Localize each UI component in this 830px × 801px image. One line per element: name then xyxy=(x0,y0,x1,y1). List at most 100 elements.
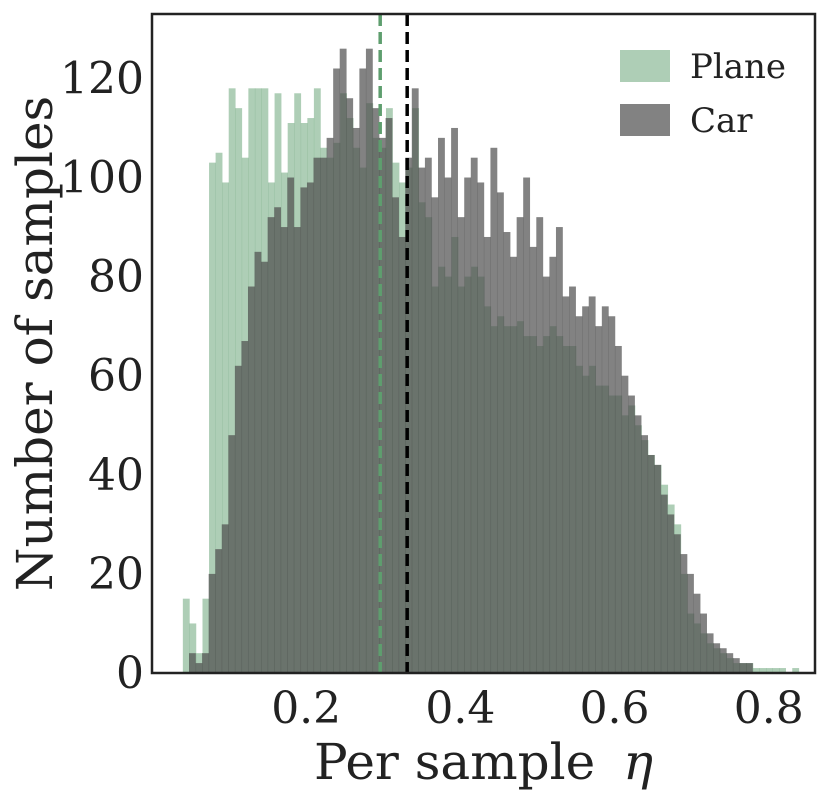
bar-car-20 xyxy=(320,157,327,673)
bar-car-56 xyxy=(555,227,563,673)
bar-car-7 xyxy=(234,365,242,673)
bar-plane-87 xyxy=(752,668,760,673)
bar-car-79 xyxy=(706,633,714,673)
y-tick-label: 100 xyxy=(60,153,144,204)
y-tick-label: 20 xyxy=(88,549,144,600)
bar-car-51 xyxy=(523,177,531,673)
bar-car-69 xyxy=(641,435,649,673)
bar-car-61 xyxy=(588,296,596,673)
bar-plane-2 xyxy=(195,653,203,673)
bar-car-82 xyxy=(726,653,734,673)
bar-car-54 xyxy=(542,276,550,673)
bar-car-35 xyxy=(418,167,426,673)
x-tick-label: 0.4 xyxy=(425,683,495,734)
legend-swatch-car xyxy=(620,104,670,136)
bar-car-17 xyxy=(300,187,308,674)
bar-car-60 xyxy=(582,306,590,673)
bar-car-12 xyxy=(267,217,275,673)
bar-car-30 xyxy=(385,118,393,674)
bar-car-15 xyxy=(287,177,295,673)
bar-car-8 xyxy=(241,341,249,673)
bar-car-45 xyxy=(483,236,491,673)
bar-car-16 xyxy=(293,227,301,673)
bar-car-48 xyxy=(503,232,511,673)
bar-car-26 xyxy=(359,68,367,673)
bar-car-64 xyxy=(608,316,616,673)
y-tick-label: 40 xyxy=(88,450,144,501)
bar-plane-88 xyxy=(759,668,767,673)
plot-frame xyxy=(150,12,817,675)
bar-car-62 xyxy=(595,326,603,673)
bar-car-49 xyxy=(510,256,517,673)
bar-car-3 xyxy=(208,573,216,673)
bar-car-38 xyxy=(438,137,445,673)
bar-car-75 xyxy=(680,554,688,673)
bar-car-43 xyxy=(470,157,478,673)
bar-car-85 xyxy=(746,663,753,673)
bar-car-5 xyxy=(221,524,229,673)
bar-car-40 xyxy=(451,127,458,673)
bar-plane-1 xyxy=(189,623,197,673)
x-axis-title-text: Per sample xyxy=(314,733,595,791)
bar-car-14 xyxy=(280,227,288,673)
bar-car-19 xyxy=(313,157,321,673)
x-tick-label: 0.8 xyxy=(734,683,804,734)
bar-car-55 xyxy=(549,256,557,673)
bar-car-1 xyxy=(195,663,203,673)
bar-car-31 xyxy=(392,197,399,673)
bar-plane-3 xyxy=(202,598,210,673)
bar-car-47 xyxy=(496,192,504,673)
bar-car-74 xyxy=(673,534,681,673)
y-axis-title: Number of samples xyxy=(6,96,64,591)
bar-car-57 xyxy=(562,296,570,673)
bar-car-42 xyxy=(464,177,472,673)
y-tick-label: 60 xyxy=(88,351,144,402)
bar-car-23 xyxy=(339,48,347,674)
x-axis-title-symbol: η xyxy=(623,733,653,791)
y-tick-label: 80 xyxy=(88,252,144,303)
bar-car-27 xyxy=(365,48,373,674)
series-car xyxy=(189,48,753,674)
bar-plane-93 xyxy=(792,668,800,673)
bar-car-58 xyxy=(569,286,576,673)
y-tick-label: 0 xyxy=(116,648,144,699)
bar-car-83 xyxy=(732,658,740,673)
bar-car-11 xyxy=(261,261,268,673)
bar-car-6 xyxy=(228,435,236,673)
bar-car-9 xyxy=(247,286,255,673)
bar-car-4 xyxy=(215,549,223,673)
bar-plane-0 xyxy=(182,598,190,673)
bar-car-37 xyxy=(431,197,439,673)
y-ticks: 0 20 40 60 80 100 120 xyxy=(60,53,144,699)
bar-plane-4 xyxy=(209,162,216,673)
bar-car-24 xyxy=(346,98,354,674)
bar-car-46 xyxy=(490,147,498,673)
x-tick-label: 0.6 xyxy=(580,683,650,734)
bar-car-71 xyxy=(654,464,662,673)
bar-car-59 xyxy=(575,316,583,673)
bar-plane-5 xyxy=(215,152,223,674)
bar-car-68 xyxy=(634,415,642,673)
bar-car-63 xyxy=(601,306,609,673)
bar-plane-6 xyxy=(222,182,229,673)
bar-car-52 xyxy=(529,246,537,673)
bar-car-2 xyxy=(202,653,209,673)
bar-car-25 xyxy=(352,127,360,673)
bar-car-39 xyxy=(444,177,452,673)
bar-car-76 xyxy=(687,573,694,673)
bar-car-10 xyxy=(254,251,262,673)
bar-car-29 xyxy=(379,137,386,673)
bar-car-41 xyxy=(457,217,465,673)
bar-car-80 xyxy=(713,643,721,673)
bar-car-65 xyxy=(614,345,622,673)
x-axis-title: Per sample η xyxy=(314,733,653,791)
bar-plane-90 xyxy=(772,668,780,673)
bar-car-84 xyxy=(739,663,747,673)
bar-car-53 xyxy=(536,217,544,673)
bar-car-32 xyxy=(398,236,406,673)
bar-car-18 xyxy=(306,182,314,673)
mean-lines-group xyxy=(378,14,409,673)
legend: Plane Car xyxy=(620,47,786,141)
bars-group xyxy=(182,48,800,674)
